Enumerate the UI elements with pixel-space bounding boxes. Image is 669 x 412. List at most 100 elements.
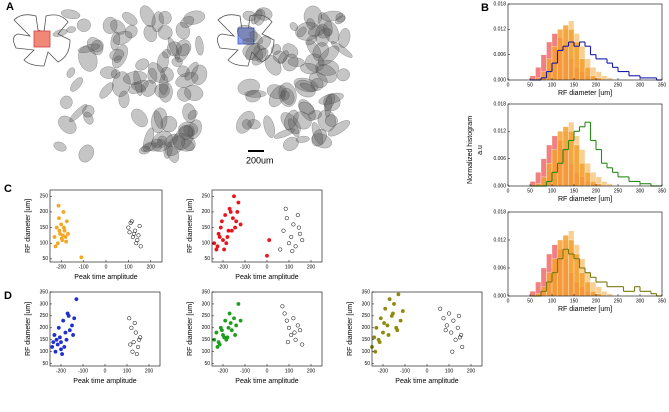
rf-ellipse [135, 58, 149, 71]
scatter-point [221, 238, 225, 243]
rf-ellipse [315, 64, 337, 83]
x-tick-label: 150 [570, 188, 579, 194]
rf-ellipse [324, 114, 338, 127]
rf-ellipse [318, 92, 344, 105]
scatter-point [214, 330, 219, 335]
scatter-point [296, 225, 301, 230]
rf-ellipse [158, 81, 173, 103]
x-axis-label: Peak time amplitude [73, 378, 137, 385]
rf-ellipse [52, 29, 68, 37]
rf-ellipse [312, 42, 329, 62]
scatter-point [441, 316, 446, 321]
scatter-point [127, 316, 132, 321]
rf-ellipse [317, 45, 340, 66]
rf-ellipse [165, 135, 186, 157]
rf-ellipse [76, 18, 91, 32]
rf-ellipse [298, 99, 316, 122]
rf-ellipse [305, 34, 318, 46]
scatter-point [449, 330, 454, 335]
rf-ellipse [143, 127, 155, 152]
histogram-bar [579, 58, 586, 81]
rf-ellipse [323, 93, 341, 111]
x-tick-label: 200 [307, 264, 316, 270]
rf-ellipse [180, 15, 195, 28]
rf-ellipse [236, 110, 255, 134]
rf-ellipse [83, 111, 94, 125]
scatter-point [265, 253, 269, 258]
x-axis-label: Peak time amplitude [235, 378, 299, 385]
scatter-point [374, 325, 379, 330]
scatter-point [372, 335, 377, 340]
x-tick-label: -200 [218, 368, 228, 374]
scatter-point [390, 311, 395, 316]
y-axis-label: RF diameter [um] [25, 302, 32, 356]
scatter-point [137, 223, 142, 229]
x-tick-label: 350 [658, 188, 667, 194]
rf-ellipse [102, 16, 118, 34]
scatter-point [215, 344, 220, 349]
scatter-point [289, 234, 294, 240]
rf-ellipse [242, 10, 257, 22]
x-tick-label: 200 [592, 188, 601, 194]
rf-ellipse [303, 5, 322, 27]
scatter-point [300, 342, 305, 347]
histogram-bar [573, 253, 580, 297]
y-tick-label: 0.018 [493, 101, 506, 107]
scatter-point [236, 200, 241, 205]
plot-frame [507, 3, 663, 81]
scatter-point [79, 255, 84, 260]
scatter-point [50, 344, 55, 349]
rf-ellipse [311, 122, 324, 145]
rf-ellipse [114, 55, 122, 64]
x-tick-label: 100 [548, 188, 557, 194]
x-tick-label: 50 [527, 82, 533, 88]
x-tick-label: 150 [570, 82, 579, 88]
rf-ellipse [315, 23, 330, 47]
scatter-point [138, 335, 143, 340]
y-tick-label: 150 [202, 337, 211, 343]
scatter-point [74, 297, 79, 302]
scatter-point [129, 325, 134, 330]
rf-ellipse [323, 20, 340, 44]
histogram-bar [579, 272, 586, 297]
y-tick-label: 300 [40, 301, 49, 307]
scatter-point [57, 335, 62, 340]
rf-ellipse [293, 77, 319, 93]
scatter-point [51, 340, 56, 345]
scatter-point [456, 313, 461, 318]
scatter-point [54, 337, 59, 342]
scatter-point [126, 225, 131, 230]
x-tick-label: 100 [285, 264, 294, 270]
scatter-point [238, 318, 243, 323]
x-tick-label: -200 [378, 368, 388, 374]
scatter-point [293, 337, 298, 342]
scatter-point [128, 342, 133, 347]
rf-ellipse [131, 108, 148, 128]
rf-ellipse [300, 63, 319, 75]
scatter-point [280, 304, 285, 309]
scatter-point [61, 318, 66, 323]
x-tick-label: 100 [548, 82, 557, 88]
x-tick-label: 250 [614, 188, 623, 194]
rf-ellipse [305, 53, 325, 72]
scatter-point [378, 316, 383, 321]
rf-ellipse [244, 90, 267, 98]
rf-ellipse [236, 24, 258, 43]
scatter-point [381, 330, 385, 335]
rf-ellipse [109, 48, 125, 61]
rf-ellipse [112, 71, 131, 97]
rf-ellipse [187, 119, 202, 140]
histogram-bar [557, 131, 564, 187]
scatter-point [218, 225, 223, 230]
histogram-bar [590, 181, 597, 187]
scatter-point [459, 332, 464, 338]
rf-ellipse [263, 115, 275, 138]
y-tick-label: 200 [40, 209, 49, 215]
rf-ellipse [273, 128, 296, 139]
chart: -200 -100 0 100 200 50 100 150 200 250 Peak time a… [25, 189, 163, 281]
y-tick-label: 100 [202, 349, 211, 355]
scatter-point [398, 318, 403, 323]
scatter-point [292, 330, 297, 335]
scatter-point [234, 219, 239, 224]
